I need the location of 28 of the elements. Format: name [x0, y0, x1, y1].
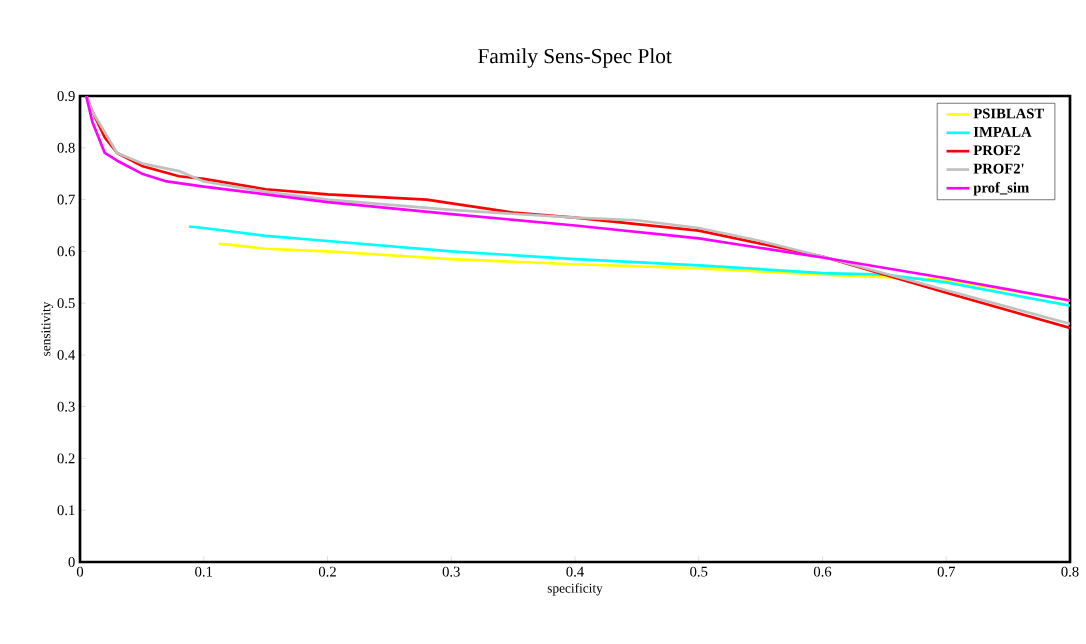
legend-label: IMPALA [973, 126, 1032, 137]
legend-label: PROF2' [973, 163, 1024, 174]
x-tick-label: 0 [76, 566, 84, 577]
y-tick-label: 0.1 [57, 505, 75, 516]
x-tick-label: 0.8 [1061, 566, 1079, 577]
x-axis-title: specificity [547, 583, 603, 596]
x-tick-label: 0.3 [442, 566, 460, 577]
y-tick-label: 0 [68, 557, 75, 567]
x-tick-label: 0.6 [813, 566, 832, 577]
line-series [187, 225, 1070, 308]
y-tick-label: 0.3 [57, 401, 75, 412]
x-tick-label: 0.7 [937, 566, 955, 577]
x-tick-label: 0.4 [566, 566, 584, 577]
y-tick-label: 0.9 [57, 91, 75, 101]
y-tick-label: 0.8 [57, 142, 75, 153]
x-tick-label: 0.5 [690, 566, 708, 577]
x-tick-label: 0.1 [195, 566, 213, 577]
y-tick-label: 0.4 [57, 349, 76, 360]
y-tick-label: 0.5 [57, 298, 75, 309]
y-axis-title: sensitivity [41, 301, 54, 356]
y-tick-label: 0.7 [57, 194, 75, 205]
legend-label: PROF2 [973, 145, 1020, 156]
y-tick-label: 0.6 [57, 246, 75, 257]
chart-title: Family Sens-Spec Plot [478, 48, 672, 68]
y-tick-label: 0.2 [57, 453, 75, 464]
x-tick-label: 0.2 [318, 566, 336, 577]
legend-label: PSIBLAST [973, 108, 1044, 119]
legend-label: prof_sim [973, 182, 1029, 196]
